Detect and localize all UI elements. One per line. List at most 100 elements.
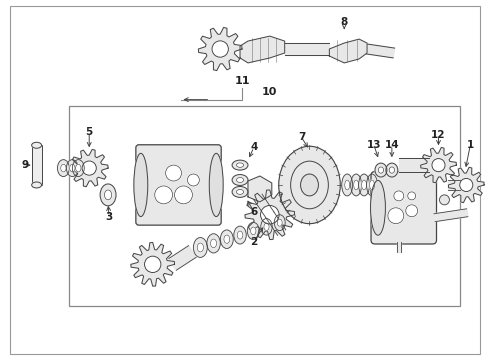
Ellipse shape [359,174,369,196]
Ellipse shape [32,142,42,148]
Text: 8: 8 [341,17,348,27]
Ellipse shape [279,146,340,224]
Ellipse shape [293,164,326,206]
Text: 11: 11 [234,76,250,86]
Polygon shape [169,246,196,270]
Text: 6: 6 [250,207,258,217]
Circle shape [261,206,279,224]
Ellipse shape [234,226,246,244]
Ellipse shape [345,180,350,190]
Ellipse shape [134,153,148,217]
Polygon shape [248,176,272,202]
Polygon shape [329,39,367,63]
Ellipse shape [237,163,244,167]
Polygon shape [285,43,329,55]
Polygon shape [266,212,286,235]
Ellipse shape [362,180,367,190]
Ellipse shape [277,219,282,226]
Ellipse shape [389,167,394,173]
Ellipse shape [369,180,374,190]
Text: 10: 10 [262,87,277,97]
Text: 9: 9 [21,160,28,170]
Ellipse shape [237,177,244,183]
Circle shape [388,208,404,224]
Text: 4: 4 [250,142,258,152]
Polygon shape [420,148,456,183]
Polygon shape [448,167,484,203]
Text: 14: 14 [385,140,399,150]
FancyBboxPatch shape [136,145,221,225]
Text: 7: 7 [298,132,305,142]
Ellipse shape [66,159,78,176]
Ellipse shape [211,239,217,248]
Circle shape [188,174,199,186]
Ellipse shape [224,235,230,243]
Ellipse shape [367,174,377,196]
Text: 12: 12 [431,130,446,140]
Polygon shape [131,243,174,286]
Polygon shape [434,209,468,222]
Polygon shape [397,242,401,252]
Ellipse shape [237,231,243,239]
Ellipse shape [32,182,42,188]
Ellipse shape [209,153,223,217]
Ellipse shape [342,174,353,196]
Ellipse shape [250,227,256,235]
Ellipse shape [237,189,244,194]
Text: 5: 5 [86,127,93,138]
Ellipse shape [300,174,318,196]
Bar [70,105,460,306]
Circle shape [212,41,228,57]
Ellipse shape [351,174,362,196]
Polygon shape [71,149,108,187]
Bar [32,145,42,185]
Circle shape [460,179,473,192]
FancyBboxPatch shape [371,172,437,244]
Ellipse shape [440,195,449,205]
Polygon shape [399,158,429,172]
Text: 2: 2 [250,237,258,247]
Ellipse shape [261,219,272,235]
Polygon shape [367,44,394,58]
Ellipse shape [232,175,248,185]
Ellipse shape [232,186,248,197]
Ellipse shape [370,180,386,235]
Ellipse shape [207,234,220,253]
Circle shape [145,256,161,273]
Ellipse shape [220,230,233,248]
Circle shape [394,191,404,201]
Ellipse shape [247,222,259,239]
Polygon shape [198,27,242,71]
Ellipse shape [75,164,81,172]
Ellipse shape [57,159,70,176]
Polygon shape [448,180,460,190]
Text: 13: 13 [367,140,381,150]
Ellipse shape [232,160,248,170]
Ellipse shape [375,163,387,177]
Ellipse shape [194,238,207,257]
Text: 1: 1 [466,140,474,150]
Polygon shape [254,194,274,217]
Ellipse shape [386,163,398,177]
Polygon shape [245,190,294,239]
Ellipse shape [274,215,285,231]
Circle shape [408,192,416,200]
Circle shape [155,186,172,204]
Ellipse shape [197,243,203,252]
Text: 3: 3 [105,212,113,222]
Ellipse shape [354,180,359,190]
Circle shape [166,165,181,181]
Ellipse shape [104,190,112,200]
Circle shape [82,161,97,175]
Circle shape [406,205,417,217]
Ellipse shape [378,167,384,173]
Ellipse shape [264,223,269,230]
Ellipse shape [70,164,75,172]
Polygon shape [240,36,285,63]
Ellipse shape [61,164,66,172]
Ellipse shape [100,184,116,206]
Ellipse shape [73,159,84,176]
Ellipse shape [291,161,328,209]
Circle shape [432,158,445,172]
Circle shape [174,186,193,204]
